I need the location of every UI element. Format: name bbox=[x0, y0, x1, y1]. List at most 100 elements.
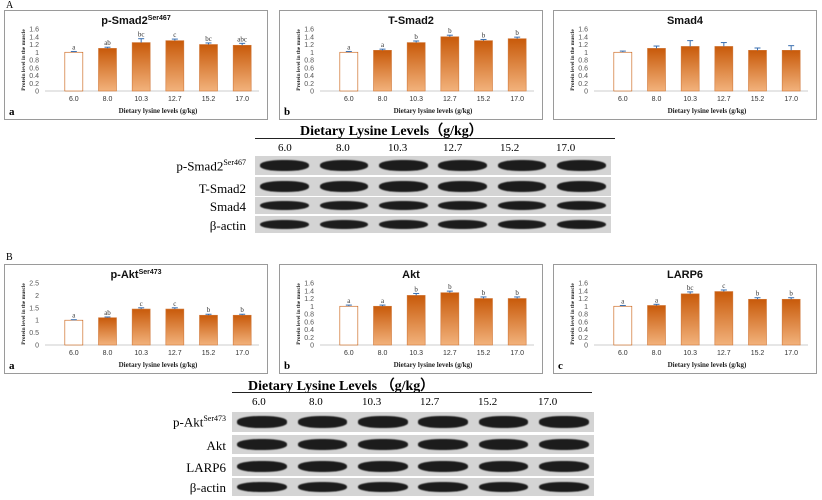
bar bbox=[373, 305, 392, 346]
y-tick-label: 1.2 bbox=[578, 296, 588, 303]
blot-strip bbox=[255, 216, 611, 233]
blot-band bbox=[260, 160, 309, 171]
blot-header: Dietary Lysine Levels（g/kg） bbox=[300, 124, 483, 139]
significance-label: c bbox=[173, 300, 176, 308]
bar bbox=[232, 314, 252, 346]
blot-band bbox=[379, 200, 428, 211]
blot-row-label: p-AktSer473 bbox=[172, 414, 226, 430]
lane-label: 10.3 bbox=[362, 396, 382, 408]
y-tick-label: 0.2 bbox=[578, 335, 588, 342]
chart-svg: p-AktSer473 Protein level in the muscle 0 0… bbox=[9, 269, 259, 372]
significance-label: b bbox=[414, 285, 418, 293]
y-tick-label: 1 bbox=[35, 50, 39, 57]
y-tick-label: 0.2 bbox=[578, 81, 588, 88]
blot-band bbox=[418, 481, 468, 493]
x-axis-label: Dietary lysine levels (g/kg) bbox=[119, 107, 198, 115]
y-tick-label: 0.6 bbox=[304, 65, 314, 72]
y-tick-label: 1 bbox=[584, 304, 588, 311]
blot-strip bbox=[232, 478, 594, 496]
significance-label: ab bbox=[104, 39, 111, 47]
lane-label: 12.7 bbox=[443, 142, 463, 154]
chart-svg: p-Smad2Ser467 Protein level in the muscle… bbox=[9, 15, 259, 118]
bar bbox=[199, 314, 218, 346]
y-axis-label: Protein level in the muscle bbox=[570, 29, 576, 91]
x-tick-label: 8.0 bbox=[652, 350, 662, 357]
y-tick-label: 0.6 bbox=[304, 319, 314, 326]
y-axis-label: Protein level in the muscle bbox=[570, 283, 576, 345]
significance-label: ab bbox=[104, 309, 111, 317]
x-tick-label: 15.2 bbox=[477, 350, 491, 357]
blot-band bbox=[379, 181, 428, 192]
significance-label: b bbox=[414, 33, 418, 41]
significance-label: b bbox=[756, 290, 760, 298]
blot-band bbox=[438, 200, 487, 211]
x-axis-label: Dietary lysine levels (g/kg) bbox=[668, 361, 747, 369]
significance-label: bc bbox=[205, 35, 212, 43]
significance-label: b bbox=[448, 27, 452, 35]
bar bbox=[406, 42, 426, 92]
y-tick-label: 1 bbox=[35, 318, 39, 325]
chart-smad4: Smad4 Protein level in the muscle 0 0.2 0.4 0… bbox=[553, 10, 817, 120]
y-tick-label: 0.6 bbox=[29, 65, 39, 72]
panel-label-A: A bbox=[6, 0, 14, 11]
subpanel-letter: a bbox=[9, 106, 15, 118]
y-tick-label: 0.4 bbox=[29, 73, 39, 80]
blot-strip bbox=[232, 435, 594, 454]
bar bbox=[131, 42, 151, 92]
blot-band bbox=[319, 181, 369, 192]
blot-band bbox=[539, 481, 589, 493]
y-tick-label: 0.8 bbox=[304, 312, 314, 319]
y-tick-label: 0 bbox=[35, 343, 39, 350]
blot-band bbox=[418, 461, 468, 472]
y-tick-label: 1.4 bbox=[304, 34, 314, 41]
significance-label: a bbox=[621, 297, 625, 305]
x-tick-label: 10.3 bbox=[134, 350, 148, 357]
x-tick-label: 8.0 bbox=[103, 96, 113, 103]
chart-title: Akt bbox=[402, 269, 420, 281]
y-tick-label: 1.2 bbox=[304, 296, 314, 303]
x-axis-label: Dietary lysine levels (g/kg) bbox=[119, 361, 198, 369]
y-tick-label: 1.4 bbox=[578, 288, 588, 295]
blot-row-label: β-actin bbox=[209, 218, 246, 233]
blot-band bbox=[418, 439, 468, 450]
blot-row-label: Akt bbox=[206, 438, 227, 453]
x-tick-label: 10.3 bbox=[134, 96, 148, 103]
blot-header-rule bbox=[232, 392, 592, 393]
y-axis-label: Protein level in the muscle bbox=[21, 29, 27, 91]
lane-label: 6.0 bbox=[252, 396, 266, 408]
x-tick-label: 12.7 bbox=[717, 96, 731, 103]
bar bbox=[613, 51, 633, 92]
y-tick-label: 0 bbox=[310, 89, 314, 96]
y-tick-label: 0.8 bbox=[578, 312, 588, 319]
blot-band bbox=[260, 181, 309, 192]
y-tick-label: 0.4 bbox=[304, 73, 314, 80]
lane-label: 17.0 bbox=[538, 396, 558, 408]
x-tick-label: 6.0 bbox=[344, 96, 354, 103]
blot-band bbox=[358, 416, 408, 428]
x-tick-label: 17.0 bbox=[510, 96, 524, 103]
bar bbox=[714, 291, 734, 346]
x-tick-label: 10.3 bbox=[683, 350, 697, 357]
blot-band bbox=[237, 461, 287, 472]
y-tick-label: 1.6 bbox=[29, 27, 39, 34]
y-tick-label: 1.6 bbox=[304, 281, 314, 288]
bar bbox=[98, 317, 117, 346]
significance-label: a bbox=[347, 297, 351, 305]
blot-band bbox=[478, 439, 529, 450]
blot-band bbox=[319, 219, 369, 230]
x-tick-label: 6.0 bbox=[344, 350, 354, 357]
bar bbox=[647, 48, 666, 92]
blot-band bbox=[297, 481, 348, 493]
y-tick-label: 2 bbox=[35, 293, 39, 300]
blot-band bbox=[379, 160, 428, 171]
bar bbox=[339, 51, 359, 92]
bar bbox=[613, 305, 633, 346]
bar bbox=[474, 298, 493, 346]
x-tick-label: 17.0 bbox=[235, 350, 249, 357]
blot-band bbox=[497, 181, 547, 192]
significance-label: a bbox=[381, 297, 385, 305]
blot-band bbox=[297, 439, 348, 450]
x-tick-label: 6.0 bbox=[618, 350, 628, 357]
y-tick-label: 0.4 bbox=[578, 327, 588, 334]
